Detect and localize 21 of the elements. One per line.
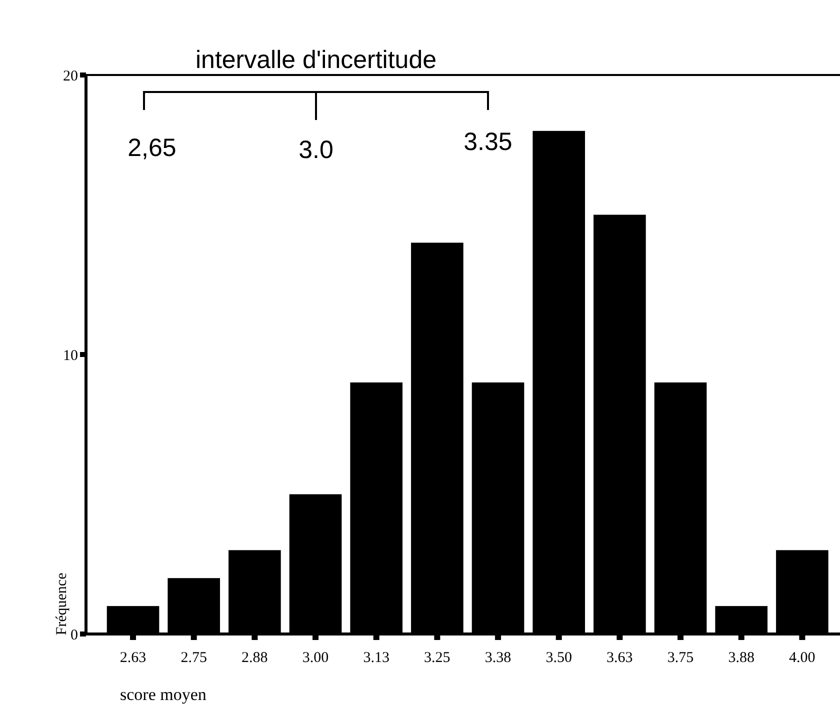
text: intervalle d'incertitude	[195, 46, 437, 74]
x-tick-label: 2.63	[120, 650, 146, 666]
x-tick-label: 3.63	[606, 650, 633, 666]
x-tick-label: 4.00	[789, 650, 816, 666]
x-tick-label: 3.13	[363, 650, 390, 666]
annotation: 2,65	[128, 134, 176, 162]
x-tick-label: 3.00	[302, 650, 329, 666]
x-axis-title: score moyen	[120, 685, 207, 704]
x-tick-label: 2.75	[180, 650, 207, 666]
x-tick-label: 3.38	[484, 650, 512, 666]
y-tick-label: 20	[63, 68, 78, 84]
annotation: 3.0	[298, 136, 334, 164]
annotation: 3.35	[464, 128, 512, 156]
x-tick-label: 2.88	[242, 650, 268, 666]
x-tick-label: 3.88	[728, 650, 754, 666]
y-tick-label: 0	[70, 627, 78, 644]
y-axis-title: Fréquence	[54, 572, 70, 636]
x-tick-label: 3.25	[424, 650, 450, 666]
x-tick-label: 3.50	[546, 650, 572, 666]
y-tick-label: 10	[63, 348, 78, 364]
x-tick-label: 3.75	[667, 650, 694, 666]
